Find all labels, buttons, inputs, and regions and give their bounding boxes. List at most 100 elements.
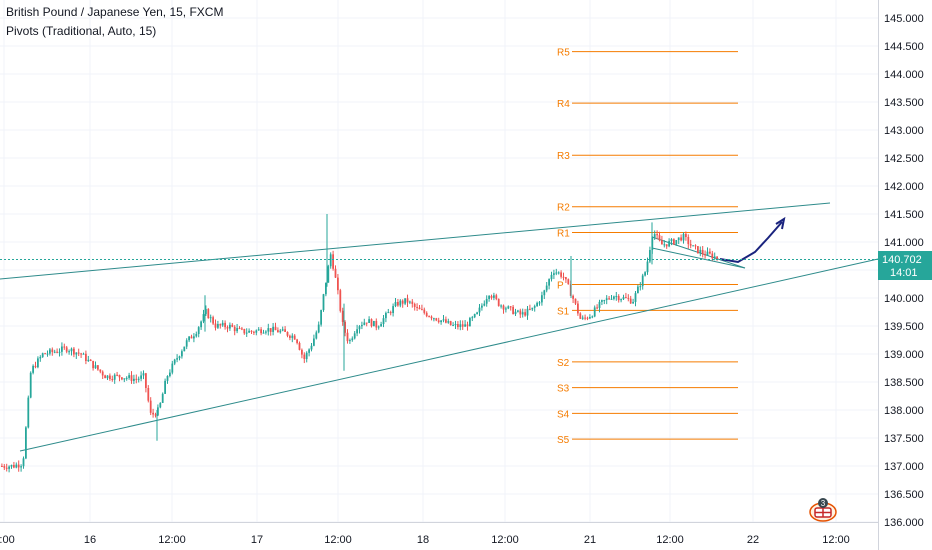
y-tick-label: 141.000	[884, 237, 924, 249]
candle-body	[61, 346, 63, 352]
candle-body	[233, 326, 236, 332]
candle-body	[469, 318, 471, 327]
candle-body	[77, 352, 80, 354]
pivot-label-r3: R3	[557, 151, 570, 162]
candle-body	[125, 377, 128, 379]
candle-body	[219, 324, 222, 326]
candle-body	[332, 254, 334, 269]
candle-body	[596, 307, 598, 309]
candle-body	[241, 328, 243, 330]
candle-body	[293, 335, 296, 340]
candle-body	[680, 237, 682, 241]
x-tick-label: 16	[84, 534, 96, 546]
candle-body	[303, 354, 306, 360]
candle-body	[512, 306, 514, 315]
candle-body	[212, 317, 214, 324]
pivot-label-r5: R5	[557, 48, 570, 59]
candle-body	[485, 298, 488, 304]
x-axis[interactable]: 2:00 16 12:00 17 12:00 18 12:00 21 12:00 22 12:00	[0, 522, 878, 547]
bar-countdown: 14:01	[890, 267, 918, 279]
candle-body	[433, 318, 435, 320]
candle-body	[548, 279, 550, 286]
candle-body	[75, 352, 78, 355]
candle-body	[164, 380, 166, 394]
y-tick-label: 141.500	[884, 209, 924, 221]
y-tick-label: 144.000	[884, 69, 924, 81]
candle-body	[392, 306, 394, 314]
candle-body	[193, 336, 195, 339]
candle-body	[245, 332, 248, 334]
candle-body	[591, 316, 594, 318]
candle-body	[334, 268, 337, 278]
candle-body	[406, 298, 409, 303]
y-tick-label: 142.000	[884, 181, 924, 193]
lower-trend-line[interactable]	[19, 258, 879, 452]
trend-lines[interactable]	[0, 202, 879, 452]
y-tick-label: 139.000	[884, 349, 924, 361]
candle-body	[317, 324, 320, 333]
candle-body	[497, 298, 500, 306]
candle-body	[368, 319, 370, 323]
upper-trend-line[interactable]	[0, 202, 831, 280]
candle-body	[418, 307, 421, 310]
pivot-label-s5: S5	[557, 435, 570, 446]
candle-body	[637, 286, 639, 294]
candle-body	[202, 314, 205, 322]
tradingview-logo-icon[interactable]: 3	[808, 497, 838, 523]
x-tick-label: 12:00	[822, 534, 850, 546]
candle-body	[89, 359, 92, 361]
candle-body	[401, 300, 404, 304]
candle-body	[452, 325, 454, 327]
candle-body	[46, 353, 49, 355]
candle-body	[171, 363, 174, 373]
candle-body	[670, 239, 673, 242]
candle-body	[598, 301, 601, 309]
candle-body	[274, 326, 277, 331]
candle-body	[476, 312, 478, 315]
candle-body	[461, 324, 464, 327]
y-tick-label: 136.000	[884, 517, 924, 529]
candle-body	[601, 300, 603, 302]
candle-body	[661, 240, 663, 245]
candle-body	[178, 356, 181, 359]
candle-body	[404, 298, 406, 304]
candle-body	[668, 241, 670, 247]
candle-body	[185, 340, 188, 347]
candle-body	[442, 319, 445, 321]
wedge-lower-line[interactable]	[651, 247, 746, 269]
candle-body	[173, 359, 176, 364]
candle-body	[629, 298, 632, 304]
candle-body	[375, 320, 378, 328]
candle-body	[63, 346, 66, 348]
candle-body	[226, 327, 229, 329]
candle-body	[82, 353, 85, 355]
y-tick-label: 143.500	[884, 97, 924, 109]
candle-body	[344, 321, 346, 333]
candle-body	[610, 298, 613, 300]
candle-body	[128, 375, 130, 378]
candle-body	[699, 249, 702, 254]
candle-body	[257, 329, 260, 331]
candle-body	[658, 235, 661, 241]
candle-body	[301, 349, 303, 355]
candle-body	[581, 317, 584, 319]
candle-body	[536, 302, 538, 307]
pivot-levels: R5 R4 R3 R2 R1 P S1 S2 S3 S4 S5	[557, 48, 738, 446]
projection-arrow-path[interactable]	[719, 221, 783, 264]
candle-body	[286, 331, 289, 336]
y-tick-label: 137.000	[884, 461, 924, 473]
candle-body	[20, 466, 22, 468]
candle-body	[39, 356, 42, 359]
candle-body	[550, 274, 553, 280]
candle-body	[130, 375, 133, 381]
candle-body	[428, 316, 430, 318]
candle-body	[51, 349, 54, 353]
candle-body	[557, 272, 560, 274]
candle-body	[529, 308, 531, 310]
x-tick-label: 12:00	[491, 534, 519, 546]
candle-body	[543, 290, 546, 296]
indicator-label[interactable]: Pivots (Traditional, Auto, 15)	[6, 24, 157, 38]
candle-body	[250, 330, 253, 332]
candle-body	[673, 239, 675, 245]
